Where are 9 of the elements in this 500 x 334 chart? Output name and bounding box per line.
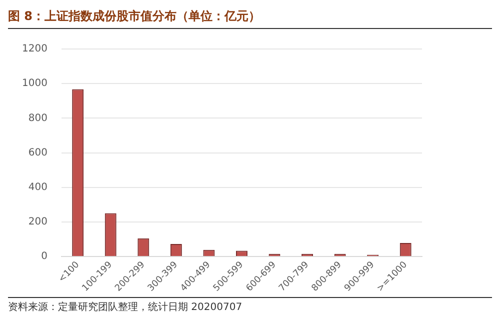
text: 资料来源：定量研究团队整理，统计日期 20200707 — [8, 297, 492, 314]
y-tick-label: 200 — [28, 216, 48, 228]
y-tick-label: 400 — [28, 182, 48, 193]
y-tick-label: 1000 — [22, 78, 48, 90]
y-tick-label: 600 — [28, 147, 48, 158]
y-tick-label: 800 — [28, 112, 48, 124]
chart-title: 图 8：上证指数成份股市值分布（单位：亿元） — [8, 8, 492, 29]
y-tick-label: 0 — [41, 251, 48, 262]
y-tick-label: 1200 — [22, 44, 48, 55]
